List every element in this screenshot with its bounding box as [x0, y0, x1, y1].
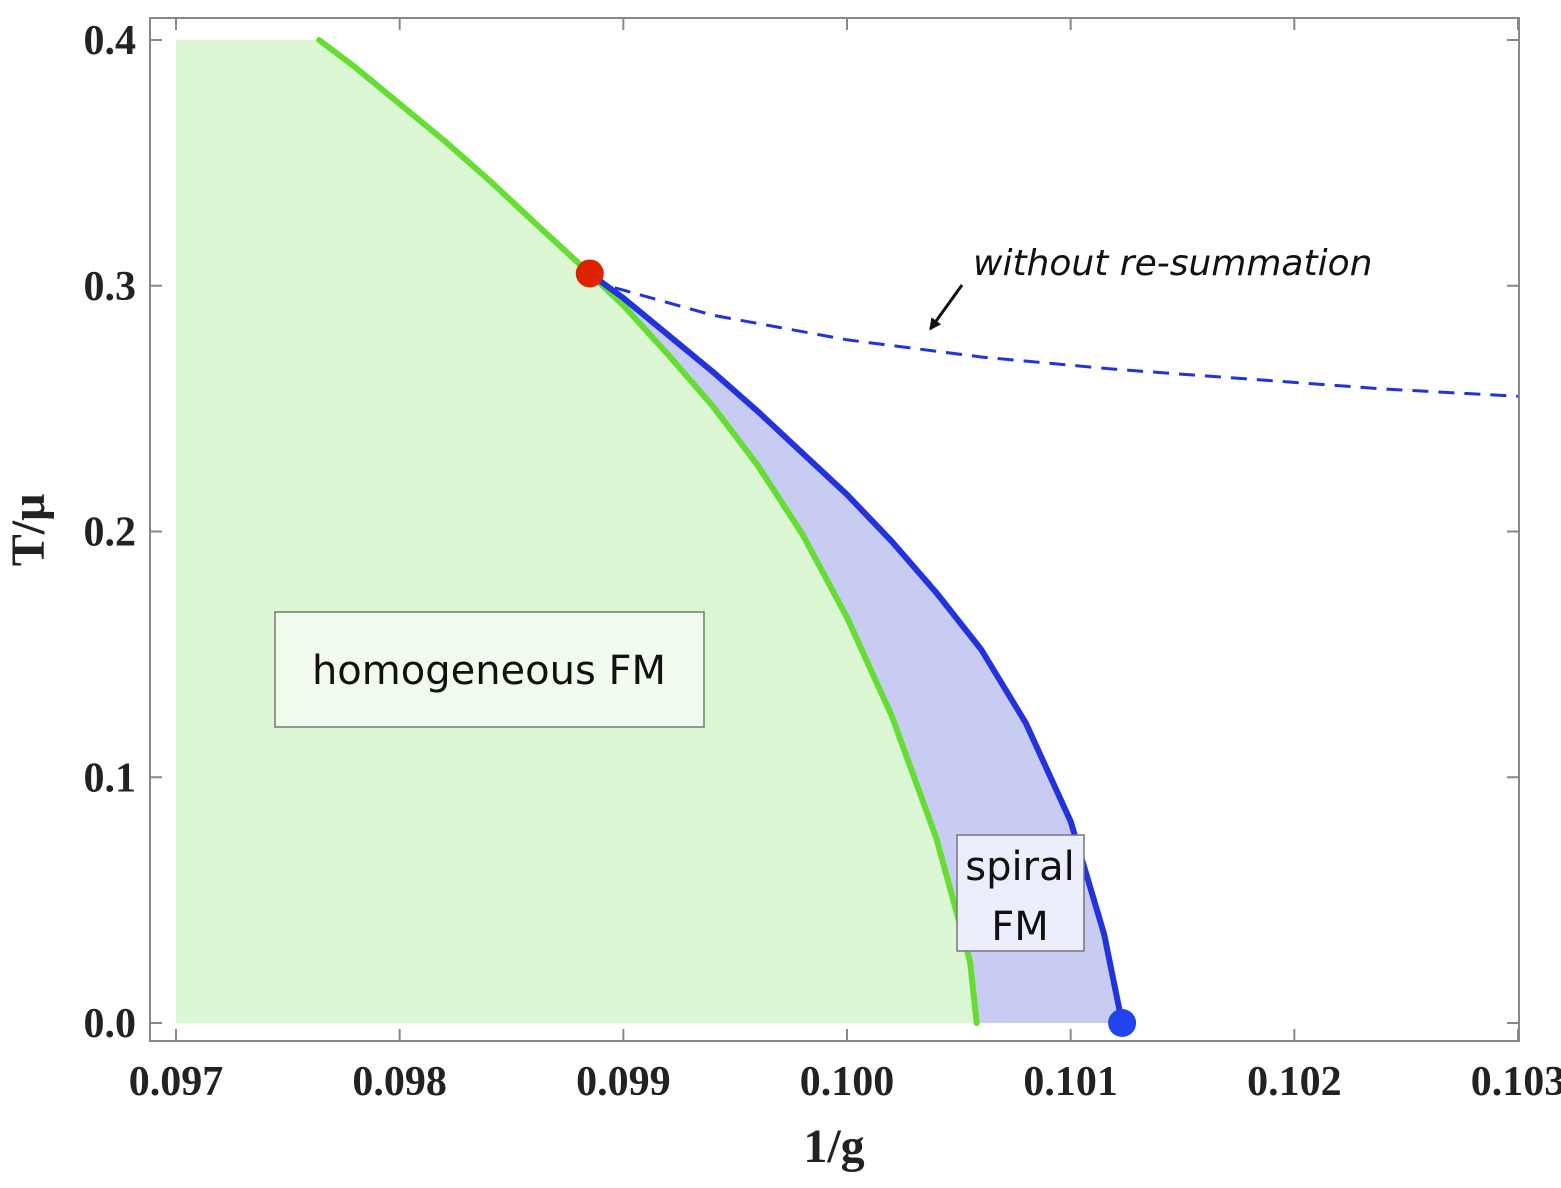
y-tick-label: 0.1	[84, 755, 137, 801]
x-tick-label: 0.103	[1471, 1059, 1561, 1105]
spiral-boundary-line	[586, 270, 1126, 1026]
homogeneous-boundary-line	[316, 37, 980, 1026]
x-tick-label: 0.100	[800, 1059, 895, 1105]
dashed-line-without-resummation	[589, 279, 1519, 398]
homogeneous-label-box	[274, 611, 705, 728]
tricritical-point	[575, 259, 604, 288]
x-axis-label: 1/g	[803, 1120, 864, 1173]
homogeneous-region-fill	[176, 40, 977, 1023]
x-tick-label: 0.098	[352, 1059, 447, 1105]
y-tick-label: 0.4	[84, 18, 137, 64]
y-tick-label: 0.2	[84, 510, 137, 556]
annotation-text: without re-summation	[973, 243, 1372, 284]
plot-frame	[149, 17, 1520, 1042]
y-tick-label: 0.0	[84, 1001, 137, 1047]
homogeneous-region-label: homogeneous FM	[312, 648, 666, 694]
spiral-label-box	[956, 834, 1085, 952]
spiral-region-label-line2: FM	[991, 904, 1049, 950]
annotation-arrow	[929, 284, 964, 331]
endpoint	[1108, 1009, 1137, 1037]
x-tick-label: 0.102	[1247, 1059, 1342, 1105]
x-tick-label: 0.099	[576, 1059, 671, 1105]
y-axis-label: T/μ	[2, 494, 55, 567]
x-tick-label: 0.101	[1023, 1059, 1118, 1105]
spiral-region-label-line1: spiral	[965, 844, 1074, 890]
x-tick-label: 0.097	[129, 1059, 224, 1105]
y-tick-label: 0.3	[84, 264, 137, 310]
